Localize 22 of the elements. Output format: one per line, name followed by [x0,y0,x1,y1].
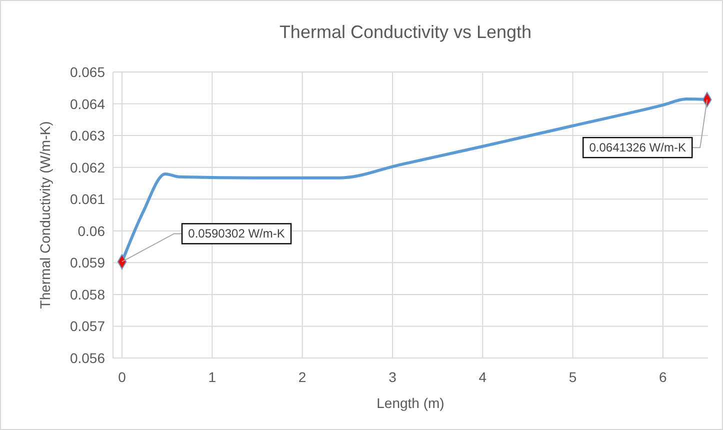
data-label: 0.0641326 W/m-K [589,140,686,155]
y-tick-label: 0.064 [70,96,106,112]
data-label: 0.0590302 W/m-K [188,226,285,241]
y-tick-label: 0.057 [70,318,106,334]
x-tick-label: 5 [568,369,577,385]
y-tick-label: 0.065 [70,64,106,80]
y-axis-title: Thermal Conductivity (W/m-K) [37,121,53,309]
y-tick-label: 0.058 [70,286,106,302]
x-tick-label: 1 [208,369,216,385]
x-tick-label: 0 [118,369,126,385]
y-tick-label: 0.063 [70,128,106,144]
x-axis-title: Length (m) [376,395,444,411]
chart-title: Thermal Conductivity vs Length [279,22,532,42]
x-tick-label: 2 [298,369,306,385]
x-tick-label: 3 [388,369,397,385]
x-tick-label: 4 [478,369,487,385]
y-tick-label: 0.059 [70,254,106,271]
x-tick-label: 6 [659,369,668,385]
y-tick-label: 0.062 [70,159,106,176]
y-tick-label: 0.056 [70,350,106,366]
y-tick-label: 0.06 [78,222,106,239]
y-tick-label: 0.061 [70,191,106,208]
